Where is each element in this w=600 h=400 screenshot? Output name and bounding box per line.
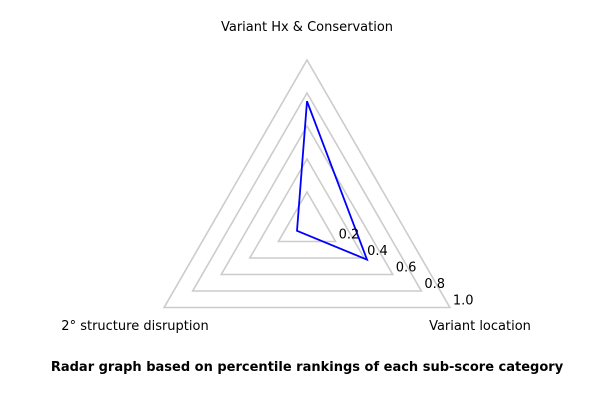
axis-label-variant-location: Variant location xyxy=(429,319,531,334)
radial-tick-labels: 0.2 0.4 0.6 0.8 1.0 xyxy=(339,228,474,309)
series-line-1 xyxy=(296,100,369,262)
grid-ring-1 xyxy=(277,190,337,243)
tick-label-1-0: 1.0 xyxy=(453,294,474,309)
tick-label-0-4: 0.4 xyxy=(367,244,388,259)
tick-label-0-6: 0.6 xyxy=(396,261,417,276)
grid-ring-2 xyxy=(248,157,366,259)
grid-ring-5 xyxy=(162,58,452,309)
tick-label-0-2: 0.2 xyxy=(339,228,360,243)
tick-label-0-8: 0.8 xyxy=(424,277,445,292)
chart-caption: Radar graph based on percentile rankings… xyxy=(51,360,564,375)
axis-label-variant-hx-conservation: Variant Hx & Conservation xyxy=(221,20,393,35)
radar-grid xyxy=(162,58,452,309)
axis-label-2nd-structure-disruption: 2° structure disruption xyxy=(61,319,208,334)
grid-ring-4 xyxy=(191,91,423,292)
grid-ring-3 xyxy=(219,124,395,276)
radar-series-layer xyxy=(296,100,369,262)
